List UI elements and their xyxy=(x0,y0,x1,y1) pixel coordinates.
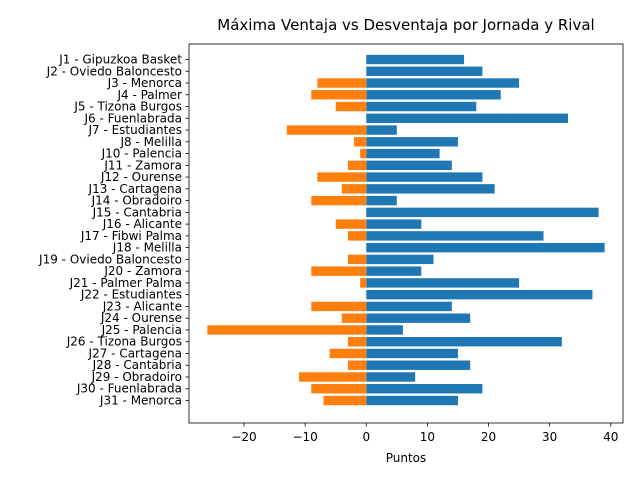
y-tick-label-21: J23 - Alicante xyxy=(102,299,182,313)
y-tick-label-14: J16 - Alicante xyxy=(102,217,182,231)
y-tick-label-23: J25 - Palencia xyxy=(101,323,182,337)
y-tick-label-10: J12 - Ourense xyxy=(100,170,182,184)
bar-ventaja-20 xyxy=(366,289,593,300)
bar-ventaja-17 xyxy=(366,254,434,265)
bar-ventaja-22 xyxy=(366,313,471,323)
bar-ventaja-4 xyxy=(366,101,477,112)
bar-ventaja-27 xyxy=(366,372,416,382)
bar-ventaja-18 xyxy=(366,266,422,276)
bar-desventaja-29 xyxy=(323,395,367,406)
bar-ventaja-9 xyxy=(366,160,452,171)
bar-ventaja-28 xyxy=(366,384,483,394)
x-tick-label-2: 0 xyxy=(362,430,370,444)
x-axis-label: Puntos xyxy=(386,451,427,465)
bar-desventaja-4 xyxy=(335,101,367,112)
bar-ventaja-24 xyxy=(366,337,562,347)
bar-ventaja-12 xyxy=(366,195,397,206)
bar-desventaja-10 xyxy=(317,172,367,182)
x-tick-label-3: 10 xyxy=(420,430,435,444)
y-tick-label-19: J21 - Palmer Palma xyxy=(69,276,182,290)
bar-ventaja-6 xyxy=(366,125,397,135)
bar-desventaja-19 xyxy=(360,278,367,288)
bar-desventaja-23 xyxy=(207,325,367,335)
bar-desventaja-21 xyxy=(311,301,367,312)
y-tick-label-6: J7 - Estudiantes xyxy=(87,123,182,137)
y-tick-label-25: J27 - Cartagena xyxy=(88,346,182,360)
bar-desventaja-8 xyxy=(360,148,367,159)
y-tick-label-27: J29 - Obradoiro xyxy=(91,370,182,384)
bar-desventaja-18 xyxy=(311,266,367,276)
y-tick-label-1: J2 - Oviedo Baloncesto xyxy=(46,64,182,78)
y-tick-label-11: J13 - Cartagena xyxy=(88,182,182,196)
bar-ventaja-26 xyxy=(366,360,471,370)
bar-desventaja-24 xyxy=(347,337,367,347)
y-tick-label-12: J14 - Obradoiro xyxy=(91,194,182,208)
bar-ventaja-3 xyxy=(366,90,501,100)
y-tick-label-3: J4 - Palmer xyxy=(116,88,182,102)
x-tick-label-4: 20 xyxy=(481,430,496,444)
y-tick-label-8: J10 - Palencia xyxy=(101,147,182,161)
bar-ventaja-19 xyxy=(366,278,520,288)
y-tick-label-20: J22 - Estudiantes xyxy=(80,288,182,302)
y-tick-label-2: J3 - Menorca xyxy=(107,76,182,90)
plot-frame xyxy=(188,43,624,424)
bar-desventaja-28 xyxy=(311,384,367,394)
bar-desventaja-11 xyxy=(341,184,367,194)
bar-ventaja-10 xyxy=(366,172,483,182)
bar-desventaja-22 xyxy=(341,313,367,323)
bar-desventaja-9 xyxy=(347,160,367,171)
y-tick-label-28: J30 - Fuenlabrada xyxy=(76,382,182,396)
bar-ventaja-2 xyxy=(366,78,520,88)
bar-desventaja-26 xyxy=(347,360,367,370)
bar-ventaja-8 xyxy=(366,148,440,159)
x-tick-label-0: −20 xyxy=(231,430,256,444)
bar-ventaja-21 xyxy=(366,301,452,312)
bar-ventaja-25 xyxy=(366,348,458,359)
bars-group xyxy=(207,54,605,406)
bar-ventaja-0 xyxy=(366,54,465,65)
y-tick-label-22: J24 - Ourense xyxy=(100,311,182,325)
y-tick-label-26: J28 - Cantabria xyxy=(92,358,182,372)
bar-desventaja-14 xyxy=(335,219,367,229)
bar-ventaja-7 xyxy=(366,137,458,147)
bar-ventaja-13 xyxy=(366,207,599,218)
y-tick-label-0: J1 - Gipuzkoa Basket xyxy=(58,53,182,67)
y-tick-label-9: J11 - Zamora xyxy=(103,158,182,172)
bar-ventaja-23 xyxy=(366,325,403,335)
y-tick-label-18: J20 - Zamora xyxy=(103,264,182,278)
bar-ventaja-14 xyxy=(366,219,422,229)
y-tick-label-13: J15 - Cantabria xyxy=(92,205,182,219)
y-tick-label-17: J19 - Oviedo Baloncesto xyxy=(38,252,182,266)
y-tick-label-16: J18 - Melilla xyxy=(112,241,182,255)
x-axis: −20 −10 0 10 20 30 40 xyxy=(231,423,618,444)
y-tick-label-29: J31 - Menorca xyxy=(99,394,182,408)
bar-desventaja-17 xyxy=(347,254,367,265)
y-tick-label-5: J6 - Fuenlabrada xyxy=(83,111,182,125)
bar-ventaja-16 xyxy=(366,242,605,253)
bar-desventaja-25 xyxy=(329,348,367,359)
x-tick-label-6: 40 xyxy=(603,430,618,444)
bar-ventaja-11 xyxy=(366,184,495,194)
bar-ventaja-29 xyxy=(366,395,458,406)
bar-ventaja-15 xyxy=(366,231,544,241)
y-tick-label-4: J5 - Tizona Burgos xyxy=(73,100,182,114)
bar-desventaja-2 xyxy=(317,78,367,88)
bar-ventaja-1 xyxy=(366,66,483,76)
bar-desventaja-27 xyxy=(299,372,367,382)
bar-desventaja-15 xyxy=(347,231,367,241)
bar-desventaja-12 xyxy=(311,195,367,206)
bar-desventaja-3 xyxy=(311,90,367,100)
chart-title: Máxima Ventaja vs Desventaja por Jornada… xyxy=(217,16,594,34)
bar-ventaja-5 xyxy=(366,113,568,123)
x-tick-label-5: 30 xyxy=(542,430,557,444)
bar-desventaja-6 xyxy=(286,125,367,135)
x-tick-label-1: −10 xyxy=(292,430,317,444)
y-tick-label-15: J17 - Fibwi Palma xyxy=(80,229,182,243)
y-tick-label-24: J26 - Tizona Burgos xyxy=(66,335,182,349)
bar-desventaja-7 xyxy=(354,137,367,147)
y-tick-label-7: J8 - Melilla xyxy=(119,135,182,149)
